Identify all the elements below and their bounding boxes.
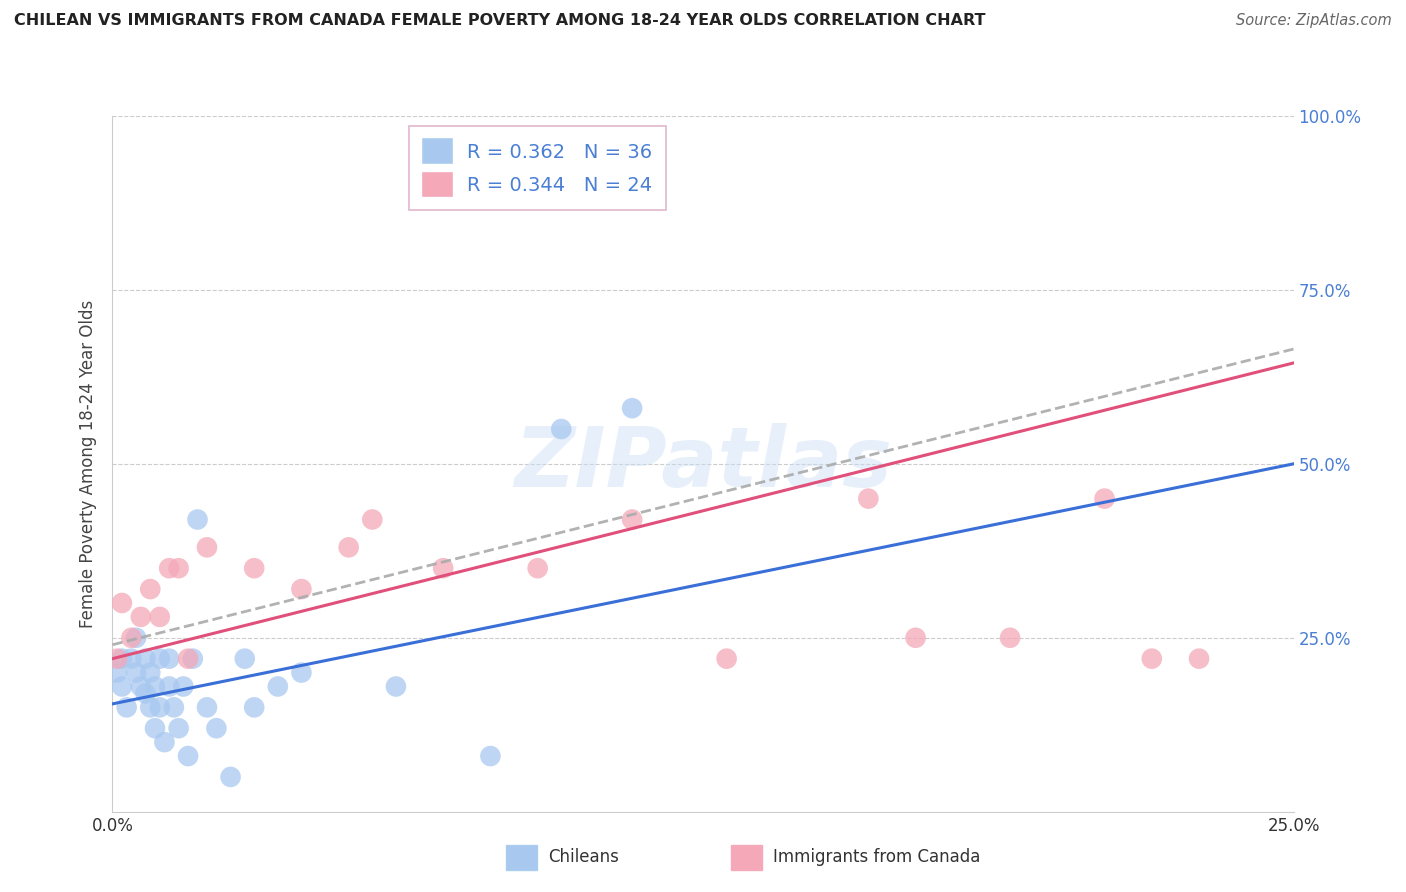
Point bbox=[243, 700, 266, 714]
Point bbox=[1140, 651, 1163, 665]
Point bbox=[385, 680, 408, 694]
Point bbox=[149, 700, 172, 714]
Point bbox=[167, 721, 190, 735]
Point bbox=[195, 700, 218, 714]
Text: Chileans: Chileans bbox=[548, 848, 619, 866]
Point bbox=[716, 651, 738, 665]
Point bbox=[111, 596, 134, 610]
Point bbox=[195, 541, 218, 555]
Point bbox=[105, 651, 128, 665]
Point bbox=[153, 735, 176, 749]
Text: Immigrants from Canada: Immigrants from Canada bbox=[773, 848, 980, 866]
Point bbox=[219, 770, 242, 784]
Point bbox=[139, 700, 162, 714]
Text: Source: ZipAtlas.com: Source: ZipAtlas.com bbox=[1236, 13, 1392, 29]
Point bbox=[143, 680, 166, 694]
Text: CHILEAN VS IMMIGRANTS FROM CANADA FEMALE POVERTY AMONG 18-24 YEAR OLDS CORRELATI: CHILEAN VS IMMIGRANTS FROM CANADA FEMALE… bbox=[14, 13, 986, 29]
Point bbox=[125, 631, 148, 645]
Point bbox=[550, 422, 572, 436]
Point bbox=[157, 651, 180, 665]
Point bbox=[177, 651, 200, 665]
Point bbox=[120, 651, 142, 665]
Point bbox=[243, 561, 266, 575]
Point bbox=[1188, 651, 1211, 665]
Point bbox=[337, 541, 360, 555]
Text: ZIPatlas: ZIPatlas bbox=[515, 424, 891, 504]
Point bbox=[526, 561, 548, 575]
Point bbox=[129, 680, 152, 694]
Point bbox=[125, 665, 148, 680]
Point bbox=[186, 512, 208, 526]
Point bbox=[115, 700, 138, 714]
Point bbox=[135, 686, 157, 700]
Point bbox=[267, 680, 290, 694]
Point bbox=[621, 401, 644, 416]
Point bbox=[181, 651, 204, 665]
Point bbox=[479, 749, 502, 764]
Point bbox=[163, 700, 186, 714]
Point bbox=[157, 561, 180, 575]
Point bbox=[1094, 491, 1116, 506]
Point bbox=[111, 680, 134, 694]
Point bbox=[157, 680, 180, 694]
Point bbox=[149, 651, 172, 665]
Point bbox=[135, 651, 157, 665]
Point bbox=[111, 651, 134, 665]
Point bbox=[432, 561, 454, 575]
Point bbox=[105, 665, 128, 680]
Point bbox=[177, 749, 200, 764]
Point bbox=[172, 680, 194, 694]
Point bbox=[120, 631, 142, 645]
Y-axis label: Female Poverty Among 18-24 Year Olds: Female Poverty Among 18-24 Year Olds bbox=[79, 300, 97, 628]
Point bbox=[621, 512, 644, 526]
Point bbox=[129, 610, 152, 624]
Point bbox=[361, 512, 384, 526]
Point bbox=[904, 631, 927, 645]
Point bbox=[143, 721, 166, 735]
Point bbox=[149, 610, 172, 624]
Point bbox=[139, 582, 162, 596]
Legend: R = 0.362   N = 36, R = 0.344   N = 24: R = 0.362 N = 36, R = 0.344 N = 24 bbox=[409, 126, 666, 211]
Point bbox=[205, 721, 228, 735]
Point bbox=[233, 651, 256, 665]
Point bbox=[139, 665, 162, 680]
Point bbox=[290, 665, 312, 680]
Point bbox=[290, 582, 312, 596]
Point bbox=[998, 631, 1021, 645]
Point bbox=[858, 491, 880, 506]
Point bbox=[167, 561, 190, 575]
